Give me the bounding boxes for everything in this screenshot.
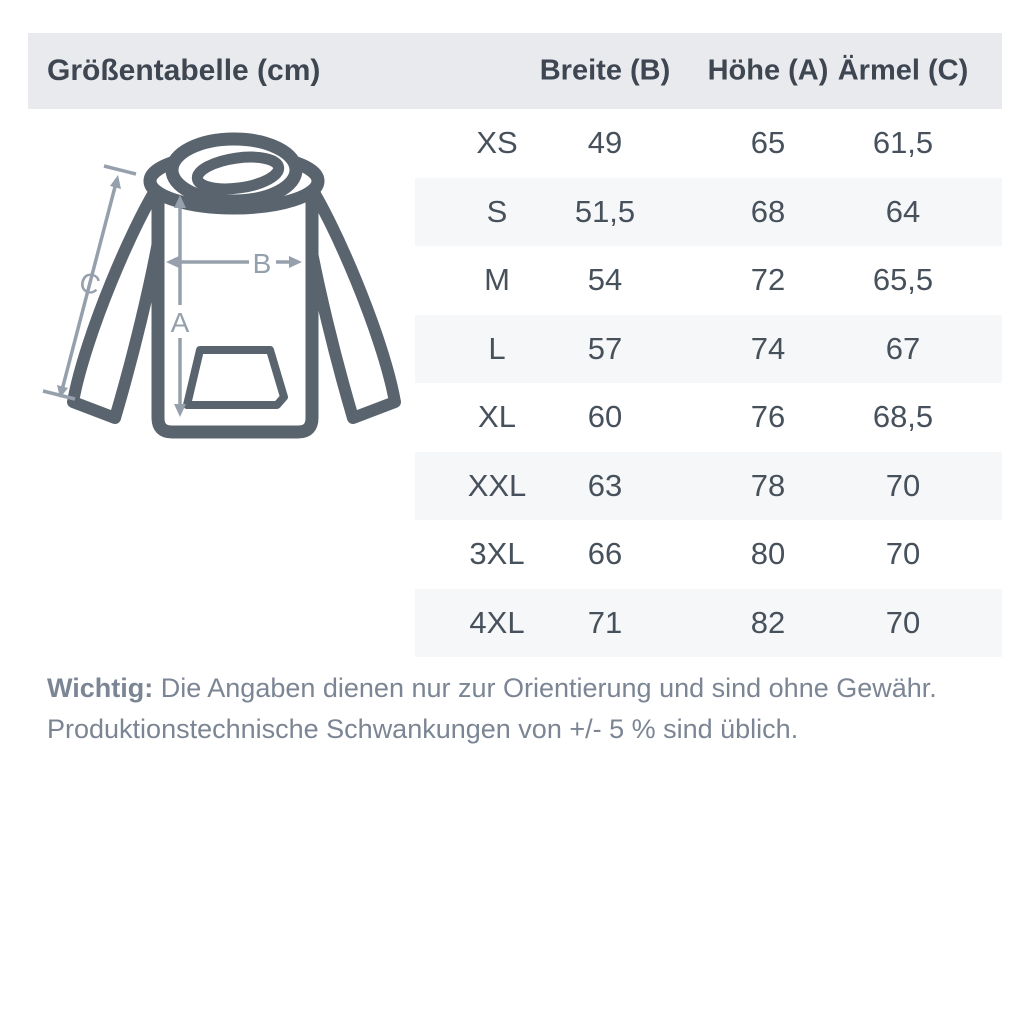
- table-row: S 51,5 68 64: [415, 177, 1002, 246]
- breite-value: 66: [587, 536, 623, 572]
- size-label: M: [484, 262, 510, 298]
- label-b: B: [253, 248, 272, 279]
- disclaimer-text-2: Produktionstechnische Schwankungen von +…: [47, 714, 799, 744]
- hoodie-measurement-diagram: A B C: [42, 132, 401, 439]
- size-label: 3XL: [469, 536, 525, 572]
- size-label: S: [486, 193, 508, 229]
- size-label: XS: [476, 125, 518, 161]
- aermel-value: 67: [885, 330, 921, 366]
- size-label: 4XL: [469, 604, 525, 640]
- size-label: L: [488, 330, 506, 366]
- width-arrow-b: B: [166, 246, 302, 279]
- table-row: 3XL 66 80 70: [415, 520, 1002, 589]
- aermel-value: 61,5: [872, 125, 934, 161]
- table-row: L 57 74 67: [415, 314, 1002, 383]
- aermel-value: 70: [885, 536, 921, 572]
- breite-value: 57: [587, 330, 623, 366]
- hoehe-value: 74: [750, 330, 786, 366]
- size-label: XL: [478, 399, 516, 435]
- disclaimer-label: Wichtig:: [47, 673, 154, 703]
- height-arrow-a: A: [167, 195, 193, 417]
- hoodie-hood: [143, 132, 325, 215]
- disclaimer-text-1: Die Angaben dienen nur zur Orientierung …: [160, 673, 937, 703]
- size-label: XXL: [467, 467, 527, 503]
- hoehe-value: 80: [750, 536, 786, 572]
- page-title: Größentabelle (cm): [47, 54, 321, 87]
- aermel-value: 70: [885, 467, 921, 503]
- disclaimer-line-1: Wichtig: Die Angaben dienen nur zur Orie…: [47, 668, 987, 709]
- table-row: XL 60 76 68,5: [415, 383, 1002, 452]
- table-header-bar: Größentabelle (cm) Breite (B) Höhe (A) Ä…: [28, 33, 1002, 109]
- size-table: XS 49 65 61,5 S 51,5 68 64 M 54 72 65,5 L 57 74 67 XL 60 7…: [415, 109, 1002, 657]
- hoehe-value: 82: [750, 604, 786, 640]
- table-row: XS 49 65 61,5: [415, 109, 1002, 178]
- breite-value: 54: [587, 262, 623, 298]
- aermel-value: 64: [885, 193, 921, 229]
- breite-value: 51,5: [574, 193, 636, 229]
- aermel-value: 70: [885, 604, 921, 640]
- table-row: XXL 63 78 70: [415, 451, 1002, 520]
- hoehe-value: 78: [750, 467, 786, 503]
- column-header-aermel: Ärmel (C): [837, 54, 969, 87]
- aermel-value: 65,5: [872, 262, 934, 298]
- hoehe-value: 76: [750, 399, 786, 435]
- table-row: M 54 72 65,5: [415, 246, 1002, 315]
- column-header-breite: Breite (B): [539, 54, 671, 87]
- breite-value: 49: [587, 125, 623, 161]
- aermel-value: 68,5: [872, 399, 934, 435]
- breite-value: 71: [587, 604, 623, 640]
- label-a: A: [171, 307, 190, 338]
- hoehe-value: 72: [750, 262, 786, 298]
- breite-value: 63: [587, 467, 623, 503]
- column-header-hoehe: Höhe (A): [707, 54, 829, 87]
- hoehe-value: 65: [750, 125, 786, 161]
- breite-value: 60: [587, 399, 623, 435]
- disclaimer-note: Wichtig: Die Angaben dienen nur zur Orie…: [47, 668, 987, 750]
- hoehe-value: 68: [750, 193, 786, 229]
- table-row: 4XL 71 82 70: [415, 588, 1002, 657]
- hoodie-pocket: [183, 346, 288, 409]
